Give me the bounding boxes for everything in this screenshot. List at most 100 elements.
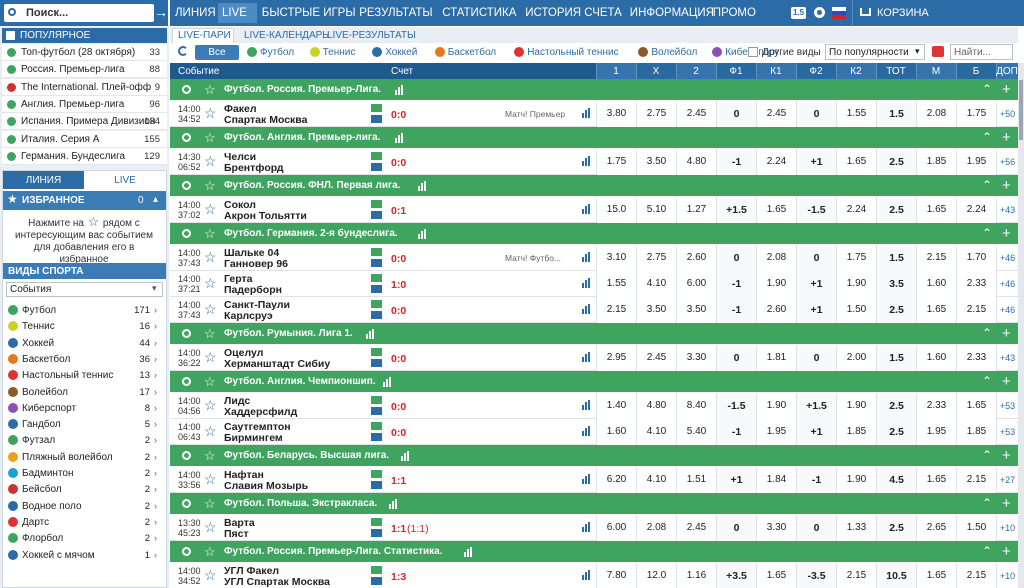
star-icon[interactable]: ☆ [204, 567, 217, 583]
more-markets[interactable]: +50 [996, 101, 1018, 127]
odds-cell[interactable]: 2.5 [876, 419, 916, 445]
league-name[interactable]: Футбол. Румыния. Лига 1. [224, 328, 353, 339]
odds-cell[interactable]: 10.5 [876, 563, 916, 588]
odds-cell[interactable]: 1.65 [916, 563, 956, 588]
sport-name[interactable]: Настольный теннис [22, 370, 114, 382]
odds-cell[interactable]: +1 [796, 271, 836, 297]
team-name[interactable]: Падерборн [224, 284, 282, 296]
team-name[interactable]: УГЛ Факел [224, 565, 280, 577]
popular-item-bg[interactable] [2, 44, 167, 61]
sidebar-tab[interactable]: LIVE [114, 175, 136, 186]
odds-cell[interactable]: 1.27 [676, 197, 716, 223]
star-icon[interactable]: ☆ [204, 275, 217, 291]
odds-cell[interactable]: 2.24 [836, 197, 876, 223]
odds-cell[interactable]: -1 [716, 297, 756, 323]
odds-cell[interactable]: 2.5 [876, 515, 916, 541]
odds-cell[interactable]: 1.95 [956, 149, 996, 175]
odds-cell[interactable]: 1.85 [916, 149, 956, 175]
team-name[interactable]: Челси [224, 151, 257, 163]
popular-item-bg[interactable] [2, 95, 167, 113]
team-name[interactable]: Санкт-Паули [224, 299, 290, 311]
sort-select[interactable] [825, 44, 925, 60]
odds-cell[interactable]: 4.5 [876, 467, 916, 493]
odds-cell[interactable]: 0 [716, 245, 756, 271]
odds-cell[interactable]: 2.45 [756, 101, 796, 127]
odds-cell[interactable]: 1.90 [836, 393, 876, 419]
odds-cell[interactable]: 1.90 [836, 467, 876, 493]
checkbox[interactable] [748, 47, 758, 57]
team-name[interactable]: Акрон Тольятти [224, 210, 307, 222]
odds-cell[interactable]: 1.16 [676, 563, 716, 588]
expand-icon[interactable]: + [1002, 325, 1011, 342]
odds-cell[interactable]: 1.70 [956, 245, 996, 271]
league-name[interactable]: Футбол. Англия. Чемпионшип. [224, 376, 376, 387]
odds-cell[interactable]: 2.5 [876, 297, 916, 323]
odds-cell[interactable]: 5.40 [676, 419, 716, 445]
filter-item[interactable]: Теннис [322, 47, 356, 58]
sport-name[interactable]: Дартс [22, 516, 50, 528]
odds-cell[interactable]: 0 [716, 515, 756, 541]
star-icon[interactable]: ☆ [204, 105, 217, 121]
odds-cell[interactable]: 2.08 [636, 515, 676, 541]
sport-name[interactable]: Гандбол [22, 419, 61, 431]
odds-cell[interactable]: 6.00 [596, 515, 636, 541]
expand-icon[interactable]: + [1002, 543, 1011, 560]
team-name[interactable]: Хаддерсфилд [224, 406, 298, 418]
odds-cell[interactable]: -3.5 [796, 563, 836, 588]
league-name[interactable]: Футбол. Россия. Премьер-Лига. [224, 84, 382, 95]
odds-cell[interactable]: 3.30 [676, 345, 716, 371]
nav-item[interactable]: ПРОМО [712, 7, 756, 19]
odds-cell[interactable]: 1.33 [836, 515, 876, 541]
league-name[interactable]: Футбол. Польша. Экстракласа. [224, 498, 378, 509]
odds-cell[interactable]: 0 [796, 345, 836, 371]
odds-cell[interactable]: 2.08 [756, 245, 796, 271]
more-markets[interactable]: +46 [996, 271, 1018, 297]
sport-name[interactable]: Киберспорт [22, 402, 77, 414]
sport-name[interactable]: Теннис [22, 321, 55, 333]
collapse-icon[interactable]: ⌃ [982, 130, 993, 144]
odds-cell[interactable]: 2.15 [956, 563, 996, 588]
odds-cell[interactable]: 2.15 [956, 297, 996, 323]
filter-item[interactable]: Настольный теннис [527, 47, 619, 58]
star-icon[interactable]: ☆ [204, 301, 217, 317]
league-name[interactable]: Футбол. Россия. ФНЛ. Первая лига. [224, 180, 401, 191]
sport-name[interactable]: Футзал [22, 435, 56, 447]
odds-cell[interactable]: 12.0 [636, 563, 676, 588]
odds-cell[interactable]: 3.10 [596, 245, 636, 271]
odds-cell[interactable]: 1.95 [756, 419, 796, 445]
odds-cell[interactable]: 4.80 [676, 149, 716, 175]
odds-cell[interactable]: 1.90 [836, 271, 876, 297]
odds-cell[interactable]: 2.5 [876, 393, 916, 419]
filter-item[interactable]: Футбол [260, 47, 295, 58]
odds-cell[interactable]: 1.75 [836, 245, 876, 271]
odds-cell[interactable]: 1.75 [596, 149, 636, 175]
collapse-icon[interactable]: ⌃ [982, 544, 993, 558]
star-icon[interactable]: ☆ [204, 201, 217, 217]
star-icon[interactable]: ☆ [204, 226, 216, 241]
odds-cell[interactable]: 6.00 [676, 271, 716, 297]
odds-cell[interactable]: -1.5 [796, 197, 836, 223]
settings-icon[interactable] [814, 7, 825, 18]
league-name[interactable]: Футбол. Англия. Премьер-лига. [224, 132, 381, 143]
odds-cell[interactable]: 3.50 [636, 149, 676, 175]
odds-cell[interactable]: 1.65 [756, 563, 796, 588]
odds-cell[interactable]: 1.90 [756, 271, 796, 297]
odds-cell[interactable]: 1.40 [596, 393, 636, 419]
league-name[interactable]: Футбол. Германия. 2-я бундеслига. [224, 228, 398, 239]
more-markets[interactable]: +27 [996, 467, 1018, 493]
odds-cell[interactable]: 1.81 [756, 345, 796, 371]
odds-cell[interactable]: 1.65 [916, 467, 956, 493]
odds-cell[interactable]: 2.08 [916, 101, 956, 127]
odds-cell[interactable]: 2.15 [836, 563, 876, 588]
nav-item[interactable]: СТАТИСТИКА [442, 7, 517, 19]
odds-cell[interactable]: 2.33 [956, 271, 996, 297]
collapse-icon[interactable]: ⌃ [982, 496, 993, 510]
odds-cell[interactable]: -1.5 [716, 393, 756, 419]
popular-item-bg[interactable] [2, 113, 167, 131]
filter-item[interactable]: Баскетбол [447, 47, 497, 58]
flag[interactable] [832, 7, 846, 19]
star-icon[interactable]: ☆ [204, 82, 216, 97]
search-box[interactable] [4, 4, 154, 22]
odds-cell[interactable]: 2.15 [916, 245, 956, 271]
odds-cell[interactable]: 1.85 [836, 419, 876, 445]
